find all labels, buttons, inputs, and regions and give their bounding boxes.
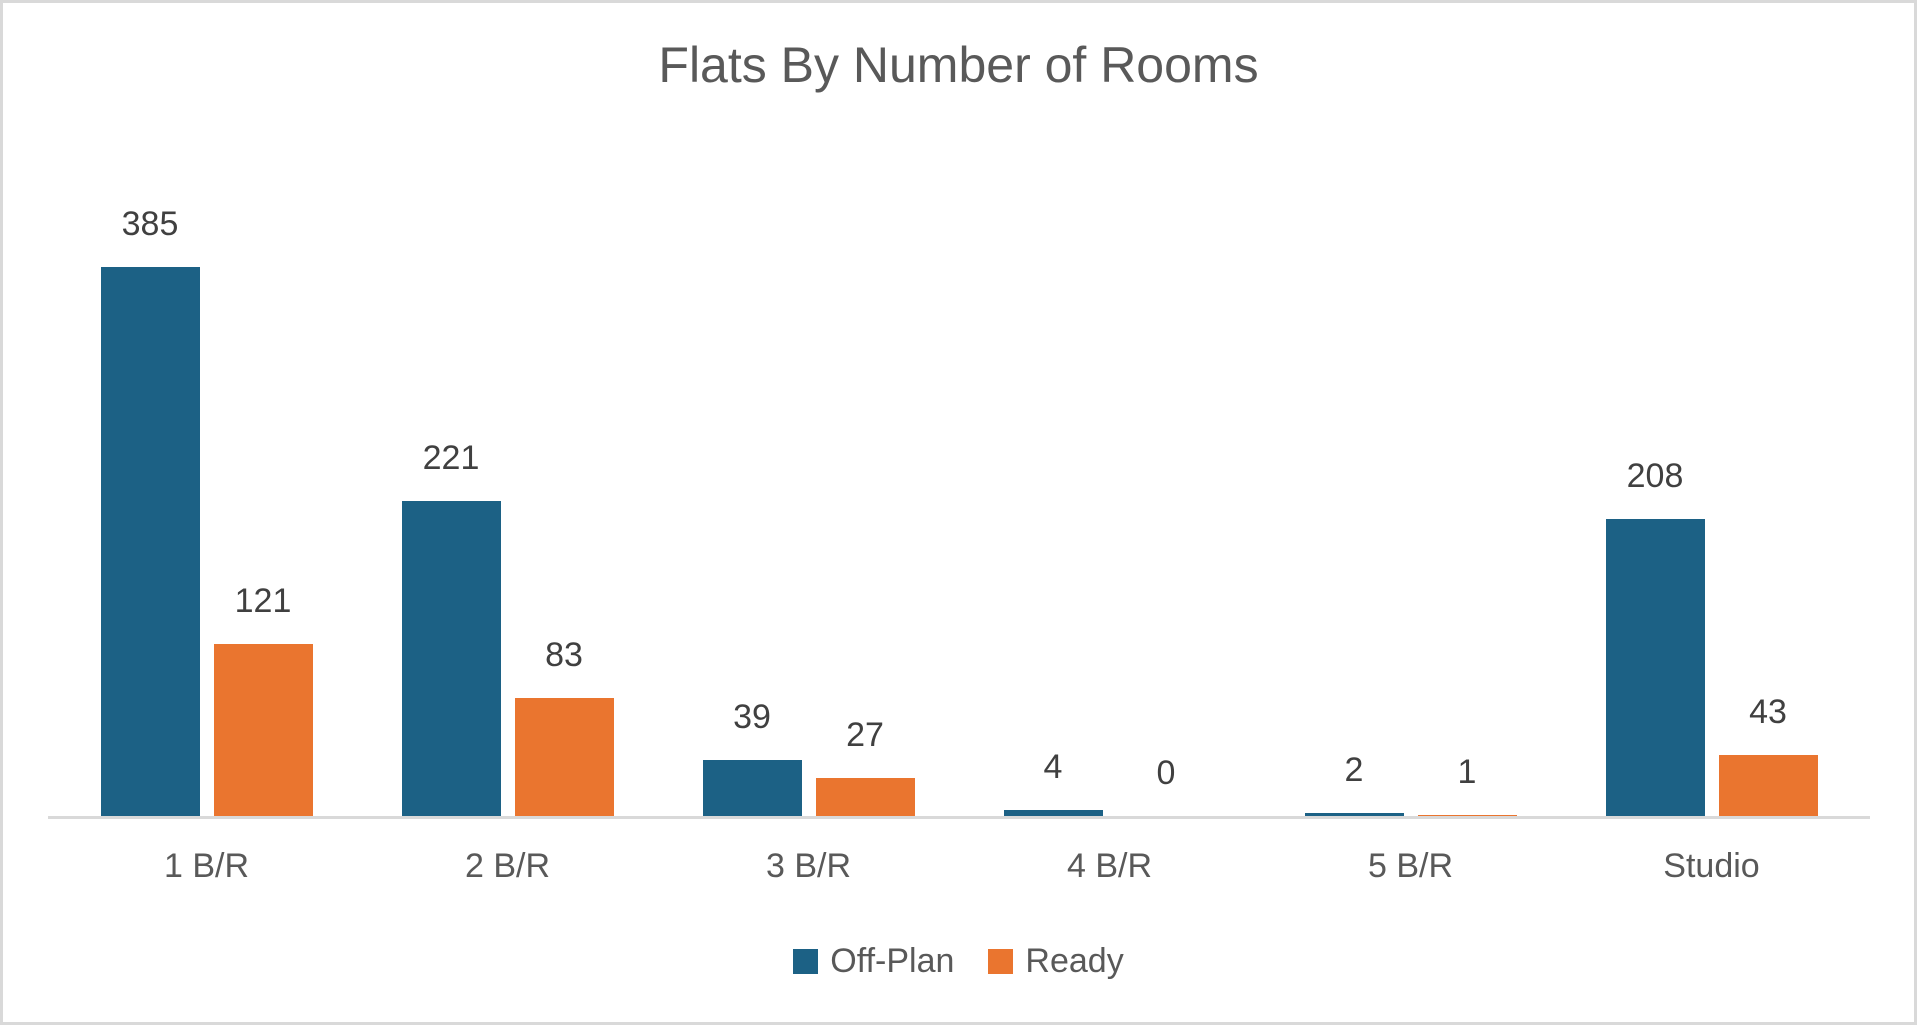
plot-area: 385 121 221 83 39 27 4 0 2 1 208 43	[56, 153, 1862, 816]
bar-column: 39	[702, 698, 802, 816]
data-label: 2	[1344, 751, 1364, 790]
category-label: 2 B/R	[464, 847, 551, 885]
bar-group-studio: 208 43	[1561, 153, 1862, 816]
off-plan-bar	[401, 500, 501, 816]
bar-column: 208	[1605, 457, 1705, 816]
data-label: 39	[733, 698, 771, 737]
data-label: 208	[1626, 457, 1684, 496]
data-label: 221	[422, 438, 480, 477]
bar-column: 385	[100, 205, 200, 816]
legend-item-ready: Ready	[988, 942, 1124, 980]
category-label: Studio	[1663, 847, 1760, 885]
category-label: 3 B/R	[765, 847, 852, 885]
bar-column: 83	[514, 635, 614, 816]
data-label: 27	[846, 715, 884, 754]
off-plan-bar	[702, 760, 802, 816]
ready-bar	[514, 697, 614, 816]
category-label: 5 B/R	[1367, 847, 1454, 885]
data-label: 83	[545, 635, 583, 674]
bar-column: 0	[1117, 756, 1216, 816]
ready-bar	[1417, 814, 1517, 816]
off-plan-bar	[1605, 519, 1705, 816]
legend-label: Ready	[1025, 942, 1124, 980]
legend-swatch-icon	[793, 948, 819, 974]
legend: Off-Plan Ready	[3, 944, 1914, 978]
bar-column: 121	[213, 581, 313, 816]
data-label: 4	[1043, 748, 1063, 787]
legend-swatch-icon	[988, 948, 1014, 974]
category-label: 4 B/R	[1066, 847, 1153, 885]
bar-column: 1	[1417, 752, 1517, 816]
bar-group-2-b-r: 221 83	[357, 153, 658, 816]
off-plan-bar	[1003, 810, 1103, 816]
bar-group-1-b-r: 385 121	[56, 153, 357, 816]
data-label: 1	[1457, 752, 1477, 791]
bar-column: 43	[1718, 692, 1818, 816]
off-plan-bar	[100, 267, 200, 816]
bar-column: 221	[401, 438, 501, 816]
bar-group-3-b-r: 39 27	[658, 153, 959, 816]
bar-column: 27	[815, 715, 915, 816]
ready-bar	[815, 777, 915, 816]
bar-column: 4	[1003, 748, 1103, 816]
bar-column: 2	[1304, 751, 1404, 816]
data-label: 0	[1156, 754, 1176, 792]
ready-bar	[213, 643, 313, 816]
data-label: 121	[234, 581, 292, 620]
legend-item-off-plan: Off-Plan	[793, 944, 954, 978]
x-axis-line	[48, 816, 1870, 819]
ready-bar	[1718, 754, 1818, 816]
x-axis-labels: 1 B/R 2 B/R 3 B/R 4 B/R 5 B/R Studio	[56, 846, 1862, 887]
category-label: 1 B/R	[163, 847, 250, 885]
off-plan-bar	[1304, 813, 1404, 816]
chart-title: Flats By Number of Rooms	[658, 37, 1259, 93]
data-label: 43	[1749, 692, 1787, 731]
legend-label: Off-Plan	[830, 942, 955, 980]
data-label: 385	[121, 205, 179, 243]
